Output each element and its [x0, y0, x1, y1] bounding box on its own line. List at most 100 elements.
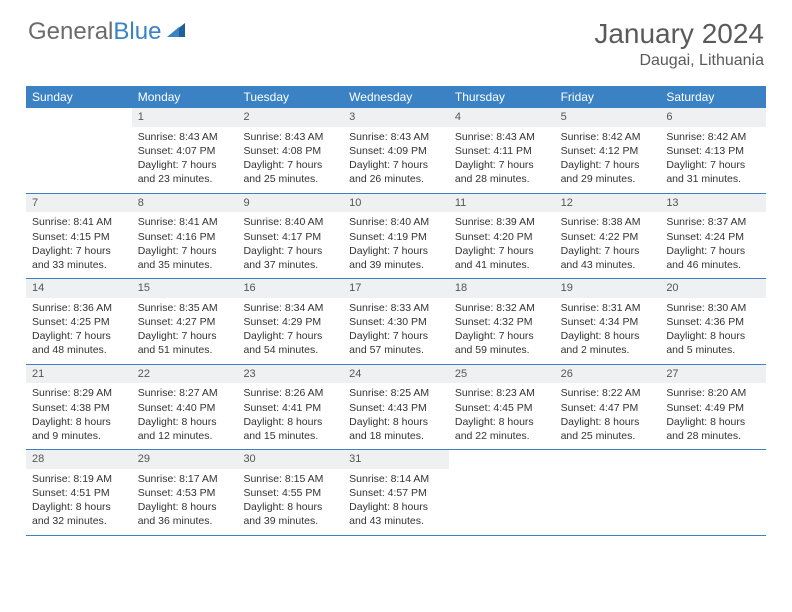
sunrise-text: Sunrise: 8:40 AM [349, 215, 443, 229]
sunrise-text: Sunrise: 8:26 AM [243, 386, 337, 400]
day-cell: 8Sunrise: 8:41 AMSunset: 4:16 PMDaylight… [132, 194, 238, 279]
sunrise-text: Sunrise: 8:30 AM [666, 301, 760, 315]
day-number: 25 [449, 365, 555, 384]
daylight-text: Daylight: 7 hours and 33 minutes. [32, 244, 126, 272]
daylight-text: Daylight: 8 hours and 25 minutes. [561, 415, 655, 443]
daylight-text: Daylight: 7 hours and 26 minutes. [349, 158, 443, 186]
sunset-text: Sunset: 4:55 PM [243, 486, 337, 500]
sunset-text: Sunset: 4:49 PM [666, 401, 760, 415]
sunrise-text: Sunrise: 8:15 AM [243, 472, 337, 486]
day-number: 6 [660, 108, 766, 127]
day-details: Sunrise: 8:26 AMSunset: 4:41 PMDaylight:… [237, 383, 343, 449]
sunset-text: Sunset: 4:07 PM [138, 144, 232, 158]
day-details: Sunrise: 8:39 AMSunset: 4:20 PMDaylight:… [449, 212, 555, 278]
day-number: 22 [132, 365, 238, 384]
day-number: 26 [555, 365, 661, 384]
day-details: Sunrise: 8:43 AMSunset: 4:07 PMDaylight:… [132, 127, 238, 193]
header: GeneralBlue January 2024 Daugai, Lithuan… [0, 0, 792, 78]
sunset-text: Sunset: 4:43 PM [349, 401, 443, 415]
day-cell: 25Sunrise: 8:23 AMSunset: 4:45 PMDayligh… [449, 365, 555, 450]
day-number: 14 [26, 279, 132, 298]
daylight-text: Daylight: 7 hours and 25 minutes. [243, 158, 337, 186]
sunrise-text: Sunrise: 8:42 AM [666, 130, 760, 144]
day-details: Sunrise: 8:43 AMSunset: 4:09 PMDaylight:… [343, 127, 449, 193]
day-details: Sunrise: 8:33 AMSunset: 4:30 PMDaylight:… [343, 298, 449, 364]
sunset-text: Sunset: 4:32 PM [455, 315, 549, 329]
daylight-text: Daylight: 7 hours and 57 minutes. [349, 329, 443, 357]
sunset-text: Sunset: 4:36 PM [666, 315, 760, 329]
day-cell: 11Sunrise: 8:39 AMSunset: 4:20 PMDayligh… [449, 194, 555, 279]
sunset-text: Sunset: 4:08 PM [243, 144, 337, 158]
day-number: 27 [660, 365, 766, 384]
day-cell: . [26, 108, 132, 193]
day-cell: 16Sunrise: 8:34 AMSunset: 4:29 PMDayligh… [237, 279, 343, 364]
day-details: Sunrise: 8:38 AMSunset: 4:22 PMDaylight:… [555, 212, 661, 278]
weekday-sat: Saturday [660, 86, 766, 108]
day-number: 7 [26, 194, 132, 213]
daylight-text: Daylight: 7 hours and 39 minutes. [349, 244, 443, 272]
week-row: 21Sunrise: 8:29 AMSunset: 4:38 PMDayligh… [26, 365, 766, 451]
day-cell: 27 Sunrise: 8:20 AMSunset: 4:49 PMDayligh… [660, 365, 766, 450]
weeks-container: .1Sunrise: 8:43 AMSunset: 4:07 PMDayligh… [26, 108, 766, 536]
daylight-text: Daylight: 8 hours and 22 minutes. [455, 415, 549, 443]
day-cell: 28Sunrise: 8:19 AMSunset: 4:51 PMDayligh… [26, 450, 132, 535]
day-details: Sunrise: 8:41 AMSunset: 4:16 PMDaylight:… [132, 212, 238, 278]
sunrise-text: Sunrise: 8:41 AM [32, 215, 126, 229]
day-number: 1 [132, 108, 238, 127]
day-cell: 22Sunrise: 8:27 AMSunset: 4:40 PMDayligh… [132, 365, 238, 450]
sunrise-text: Sunrise: 8:33 AM [349, 301, 443, 315]
day-cell: 14Sunrise: 8:36 AMSunset: 4:25 PMDayligh… [26, 279, 132, 364]
sunrise-text: Sunrise: 8:42 AM [561, 130, 655, 144]
day-number: 24 [343, 365, 449, 384]
daylight-text: Daylight: 7 hours and 29 minutes. [561, 158, 655, 186]
daylight-text: Daylight: 7 hours and 59 minutes. [455, 329, 549, 357]
weekday-sun: Sunday [26, 86, 132, 108]
daylight-text: Daylight: 7 hours and 51 minutes. [138, 329, 232, 357]
weekday-tue: Tuesday [237, 86, 343, 108]
day-details: Sunrise: 8:14 AMSunset: 4:57 PMDaylight:… [343, 469, 449, 535]
day-number: 2 [237, 108, 343, 127]
sunset-text: Sunset: 4:30 PM [349, 315, 443, 329]
day-number: 15 [132, 279, 238, 298]
week-row: 14Sunrise: 8:36 AMSunset: 4:25 PMDayligh… [26, 279, 766, 365]
day-number: 9 [237, 194, 343, 213]
brand-logo: GeneralBlue [28, 18, 187, 46]
sunset-text: Sunset: 4:29 PM [243, 315, 337, 329]
sunrise-text: Sunrise: 8:20 AM [666, 386, 760, 400]
daylight-text: Daylight: 8 hours and 28 minutes. [666, 415, 760, 443]
day-details: Sunrise: 8:22 AMSunset: 4:47 PMDaylight:… [555, 383, 661, 449]
sunrise-text: Sunrise: 8:37 AM [666, 215, 760, 229]
sunset-text: Sunset: 4:13 PM [666, 144, 760, 158]
day-number: 19 [555, 279, 661, 298]
day-details: Sunrise: 8:19 AMSunset: 4:51 PMDaylight:… [26, 469, 132, 535]
day-cell: . [449, 450, 555, 535]
day-cell: 4Sunrise: 8:43 AMSunset: 4:11 PMDaylight… [449, 108, 555, 193]
sunrise-text: Sunrise: 8:43 AM [349, 130, 443, 144]
day-number: 11 [449, 194, 555, 213]
day-cell: 21Sunrise: 8:29 AMSunset: 4:38 PMDayligh… [26, 365, 132, 450]
day-details: Sunrise: 8:34 AMSunset: 4:29 PMDaylight:… [237, 298, 343, 364]
day-details: Sunrise: 8:43 AMSunset: 4:11 PMDaylight:… [449, 127, 555, 193]
day-details: Sunrise: 8:35 AMSunset: 4:27 PMDaylight:… [132, 298, 238, 364]
day-cell: 10Sunrise: 8:40 AMSunset: 4:19 PMDayligh… [343, 194, 449, 279]
day-number: 3 [343, 108, 449, 127]
sunset-text: Sunset: 4:12 PM [561, 144, 655, 158]
sunset-text: Sunset: 4:24 PM [666, 230, 760, 244]
day-cell: 12Sunrise: 8:38 AMSunset: 4:22 PMDayligh… [555, 194, 661, 279]
day-cell: 5Sunrise: 8:42 AMSunset: 4:12 PMDaylight… [555, 108, 661, 193]
day-cell: 19Sunrise: 8:31 AMSunset: 4:34 PMDayligh… [555, 279, 661, 364]
day-details: Sunrise: 8:40 AMSunset: 4:17 PMDaylight:… [237, 212, 343, 278]
day-number: 29 [132, 450, 238, 469]
day-cell: 17Sunrise: 8:33 AMSunset: 4:30 PMDayligh… [343, 279, 449, 364]
daylight-text: Daylight: 8 hours and 39 minutes. [243, 500, 337, 528]
daylight-text: Daylight: 7 hours and 28 minutes. [455, 158, 549, 186]
sunset-text: Sunset: 4:57 PM [349, 486, 443, 500]
day-cell: 26Sunrise: 8:22 AMSunset: 4:47 PMDayligh… [555, 365, 661, 450]
day-details: Sunrise: 8:23 AMSunset: 4:45 PMDaylight:… [449, 383, 555, 449]
day-details: Sunrise: 8:31 AMSunset: 4:34 PMDaylight:… [555, 298, 661, 364]
sunset-text: Sunset: 4:25 PM [32, 315, 126, 329]
day-details: Sunrise: 8:43 AMSunset: 4:08 PMDaylight:… [237, 127, 343, 193]
sunset-text: Sunset: 4:38 PM [32, 401, 126, 415]
location-label: Daugai, Lithuania [594, 52, 764, 70]
sunset-text: Sunset: 4:45 PM [455, 401, 549, 415]
